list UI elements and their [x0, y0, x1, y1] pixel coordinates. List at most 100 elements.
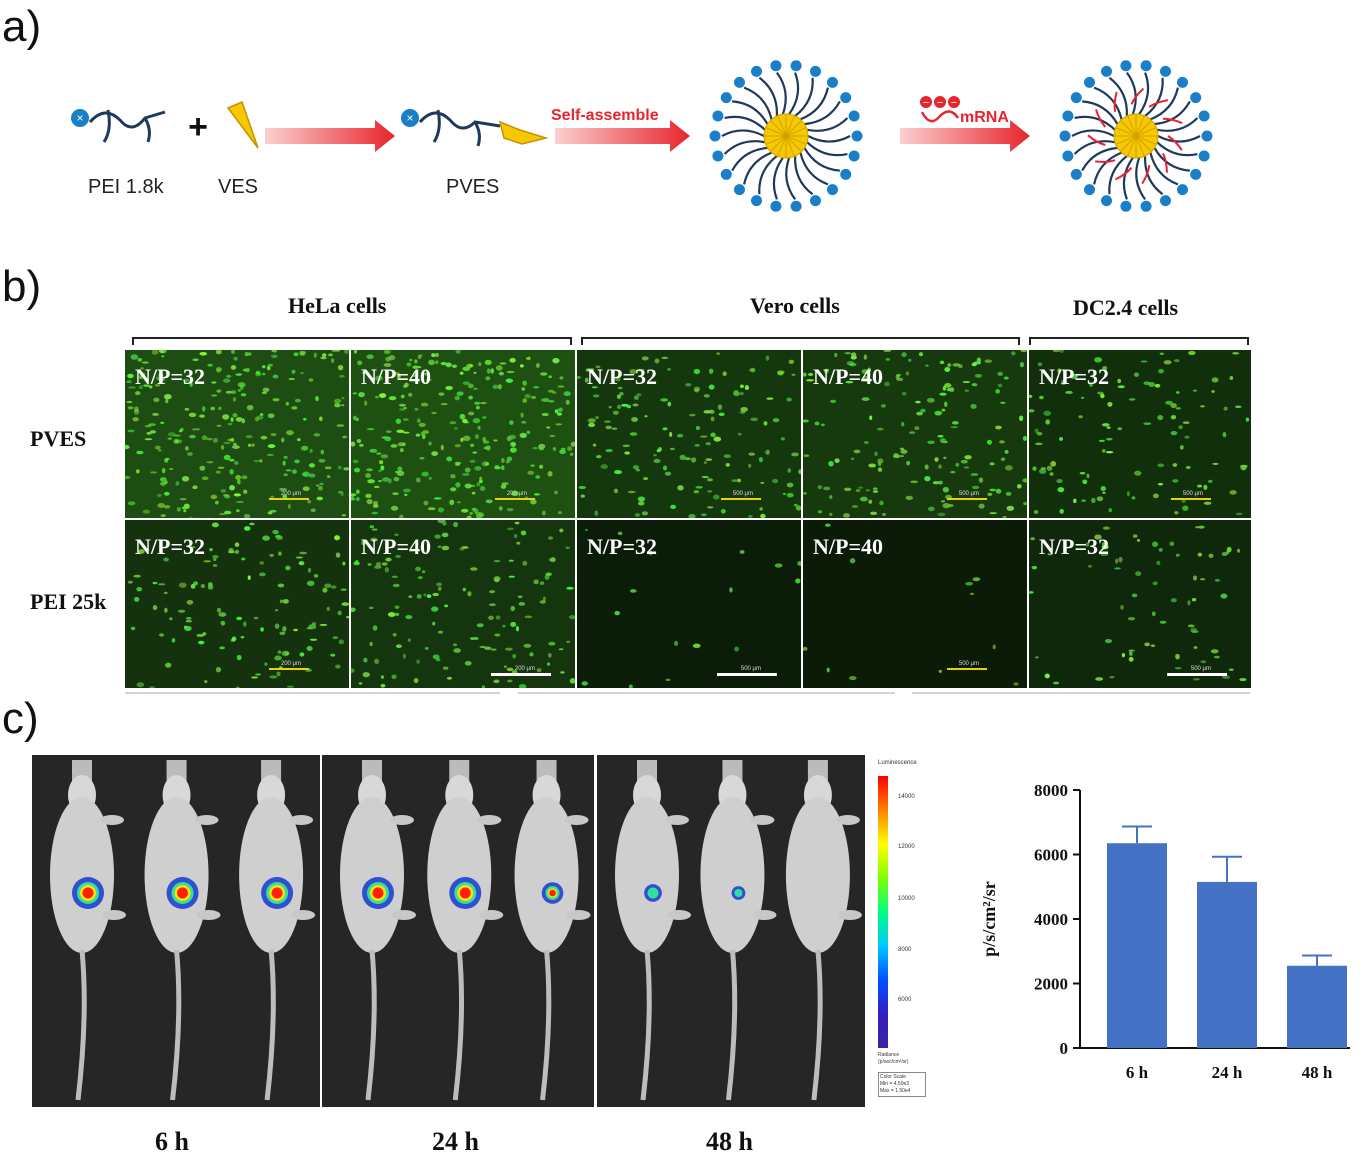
- mouse: [239, 760, 316, 1101]
- np-ratio-label: N/P=32: [587, 534, 657, 559]
- svg-text:−: −: [937, 97, 943, 109]
- scale-bar: [491, 673, 551, 676]
- color-scale-max: Max = 1.50e4: [880, 1088, 911, 1094]
- y-tick-label: 4000: [1034, 910, 1068, 929]
- colorbar-minmax-box: Color Scale Min = 4.50e3 Max = 1.50e4: [878, 1072, 926, 1097]
- scale-bar: [495, 498, 535, 500]
- scale-bar-label: 200 μm: [514, 666, 535, 672]
- np-ratio-label: N/P=32: [587, 364, 657, 389]
- time-label-48h: 48 h: [706, 1127, 753, 1156]
- micrograph: N/P=32 500 μm: [577, 520, 801, 688]
- synthesis-scheme: × + × − − −: [71, 60, 1213, 212]
- colorbar-unit: Radiance (p/sec/cm²/sr): [878, 1052, 909, 1065]
- cell-fluorescence: [1029, 350, 1250, 516]
- scale-bar: [721, 498, 761, 500]
- ves-molecule: [226, 100, 259, 149]
- scale-bar-label: 500 μm: [732, 491, 753, 497]
- luminescence-bar-chart: 0 2000 4000 6000 8000 p/s/cm²/sr 6 h 24 h 48 h: [979, 781, 1350, 1082]
- micrograph: N/P=40 200 μm: [351, 520, 575, 688]
- panel-c-label: c): [2, 694, 39, 743]
- micrograph: N/P=40 500 μm: [803, 520, 1027, 688]
- x-tick-label: 48 h: [1302, 1063, 1333, 1082]
- bar: [1287, 965, 1347, 1048]
- micrograph: N/P=40 200 μm: [351, 350, 575, 518]
- cell-fluorescence: [577, 352, 801, 518]
- self-assemble-label: Self-assemble: [551, 107, 659, 124]
- svg-text:×: ×: [76, 111, 83, 125]
- color-scale: Luminescence 14000 12000 10000 8000 6000…: [866, 756, 926, 1106]
- mouse-image-panel: [322, 755, 594, 1107]
- cell-fluorescence: [1029, 525, 1247, 685]
- error-bar: [1302, 954, 1332, 966]
- pves-label: PVES: [446, 176, 500, 198]
- np-ratio-label: N/P=40: [361, 364, 431, 389]
- svg-text:−: −: [923, 97, 929, 109]
- colorbar-gradient: [878, 776, 888, 1048]
- micelle-mrna-loaded: [1059, 60, 1213, 212]
- scale-bar: [1167, 673, 1227, 676]
- header-dc24: DC2.4 cells: [1073, 295, 1179, 320]
- np-ratio-label: N/P=40: [813, 364, 883, 389]
- cell-fluorescence: [351, 520, 575, 688]
- np-ratio-label: N/P=40: [813, 534, 883, 559]
- row-label-pves: PVES: [30, 426, 87, 451]
- cell-fluorescence: [351, 350, 575, 518]
- scale-bar: [269, 668, 309, 670]
- scale-bar: [269, 498, 309, 500]
- time-label-6h: 6 h: [155, 1127, 189, 1156]
- mice-bioluminescence: [340, 760, 591, 1101]
- micrograph: N/P=32 200 μm: [125, 350, 349, 518]
- scale-bar-label: 500 μm: [1190, 666, 1211, 672]
- error-bar: [1122, 825, 1152, 844]
- scale-bar-label: 500 μm: [958, 491, 979, 497]
- colorbar-tick: 8000: [898, 947, 912, 953]
- cell-fluorescence: [125, 350, 349, 518]
- group-brackets: [125, 337, 1250, 694]
- scale-bar-label: 500 μm: [958, 661, 979, 667]
- colorbar-tick: 12000: [898, 844, 915, 850]
- y-axis-label: p/s/cm²/sr: [979, 881, 999, 956]
- pves-molecule: ×: [401, 109, 549, 147]
- scale-bar: [1171, 498, 1211, 500]
- micrograph: N/P=32 500 μm: [1029, 520, 1251, 688]
- svg-text:×: ×: [406, 111, 413, 125]
- x-tick-label: 6 h: [1126, 1063, 1149, 1082]
- mrna-strand: − − −: [920, 96, 960, 123]
- mouse: [144, 760, 221, 1101]
- mouse: [50, 760, 126, 1101]
- micrograph: N/P=40 500 μm: [803, 350, 1027, 518]
- pei-label: PEI 1.8k: [88, 176, 164, 198]
- panel-a-label: a): [2, 2, 42, 51]
- scale-bar-label: 200 μm: [280, 491, 301, 497]
- colorbar-tick: 10000: [898, 896, 915, 902]
- mouse: [615, 760, 691, 1101]
- scale-bar-label: 200 μm: [506, 491, 527, 497]
- ves-label: VES: [218, 176, 259, 198]
- plus-sign: +: [188, 108, 208, 146]
- reaction-arrow: [265, 120, 395, 152]
- colorbar-tick: 6000: [898, 997, 912, 1003]
- panel-b-label: b): [2, 262, 42, 311]
- colorbar-tick: 14000: [898, 794, 915, 800]
- scale-bar: [947, 498, 987, 500]
- scale-bar: [717, 673, 777, 676]
- header-hela: HeLa cells: [288, 293, 387, 318]
- y-tick-label: 6000: [1034, 846, 1068, 865]
- mouse: [427, 760, 504, 1101]
- micelle-empty: [709, 60, 863, 212]
- np-ratio-label: N/P=32: [1039, 534, 1109, 559]
- micrograph: N/P=32 500 μm: [1029, 350, 1251, 518]
- mouse: [514, 760, 591, 1101]
- y-tick-label: 2000: [1034, 975, 1068, 994]
- header-vero: Vero cells: [750, 293, 840, 318]
- pei-molecule: ×: [71, 109, 166, 143]
- np-ratio-label: N/P=32: [1039, 364, 1109, 389]
- y-tick-label: 0: [1060, 1039, 1069, 1058]
- bar: [1197, 881, 1257, 1048]
- mouse: [785, 760, 862, 1101]
- scale-bar-label: 200 μm: [280, 661, 301, 667]
- time-label-24h: 24 h: [432, 1127, 479, 1156]
- color-scale-title: Color Scale: [880, 1074, 906, 1080]
- x-tick-label: 24 h: [1212, 1063, 1243, 1082]
- error-bar: [1212, 855, 1242, 882]
